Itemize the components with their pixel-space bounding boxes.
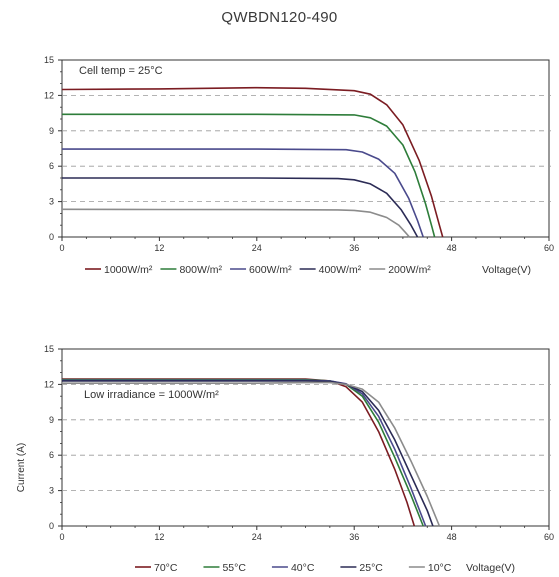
legend-label: 70°C [154,562,178,574]
legend-label: 55°C [222,562,246,574]
series-line-70C [62,378,416,527]
y-tick-label: 9 [49,126,54,136]
y-tick-label: 9 [49,415,54,425]
series-line-400Wm [62,177,419,238]
x-tick-label: 0 [59,243,64,253]
series-line-25C [62,380,434,527]
x-tick-label: 12 [154,532,164,542]
plot-annotation: Cell temp = 25°C [79,65,163,77]
legend-label: 40°C [291,562,315,574]
y-tick-label: 0 [49,521,54,531]
y-tick-label: 3 [49,486,54,496]
x-tick-label: 60 [544,243,554,253]
x-tick-label: 12 [154,243,164,253]
chart-title: QWBDN120-490 [221,9,338,26]
y-tick-label: 15 [44,55,54,65]
series-line-200Wm [61,208,411,238]
series-line-800Wm [62,113,436,238]
legend-label: 200W/m² [388,264,431,276]
x-tick-label: 36 [349,243,359,253]
legend-label: 25°C [359,562,383,574]
x-tick-label: 24 [252,532,262,542]
legend-label: 1000W/m² [104,264,153,276]
series-line-600Wm [62,148,424,238]
x-tick-label: 60 [544,532,554,542]
y-tick-label: 12 [44,379,54,389]
y-axis-label: Current (A) [16,443,27,492]
plot-frame [61,348,550,527]
legend-label: 400W/m² [319,264,362,276]
legend-label: 600W/m² [249,264,292,276]
series-line-55C [62,378,424,527]
x-axis-label: Voltage(V) [466,562,515,574]
x-tick-label: 36 [349,532,359,542]
y-tick-label: 15 [44,344,54,354]
x-tick-label: 48 [447,243,457,253]
plot-annotation: Low irradiance = 1000W/m² [84,389,219,401]
y-tick-label: 6 [49,161,54,171]
x-tick-label: 0 [59,532,64,542]
series-line-10C [62,381,441,527]
x-tick-label: 24 [252,243,262,253]
y-tick-label: 12 [44,90,54,100]
legend-label: 800W/m² [179,264,222,276]
y-tick-label: 0 [49,232,54,242]
legend-label: 10°C [428,562,452,574]
y-tick-label: 6 [49,450,54,460]
x-tick-label: 48 [447,532,457,542]
y-tick-label: 3 [49,197,54,207]
x-axis-label: Voltage(V) [482,264,531,276]
series-line-1000Wm [61,86,444,238]
